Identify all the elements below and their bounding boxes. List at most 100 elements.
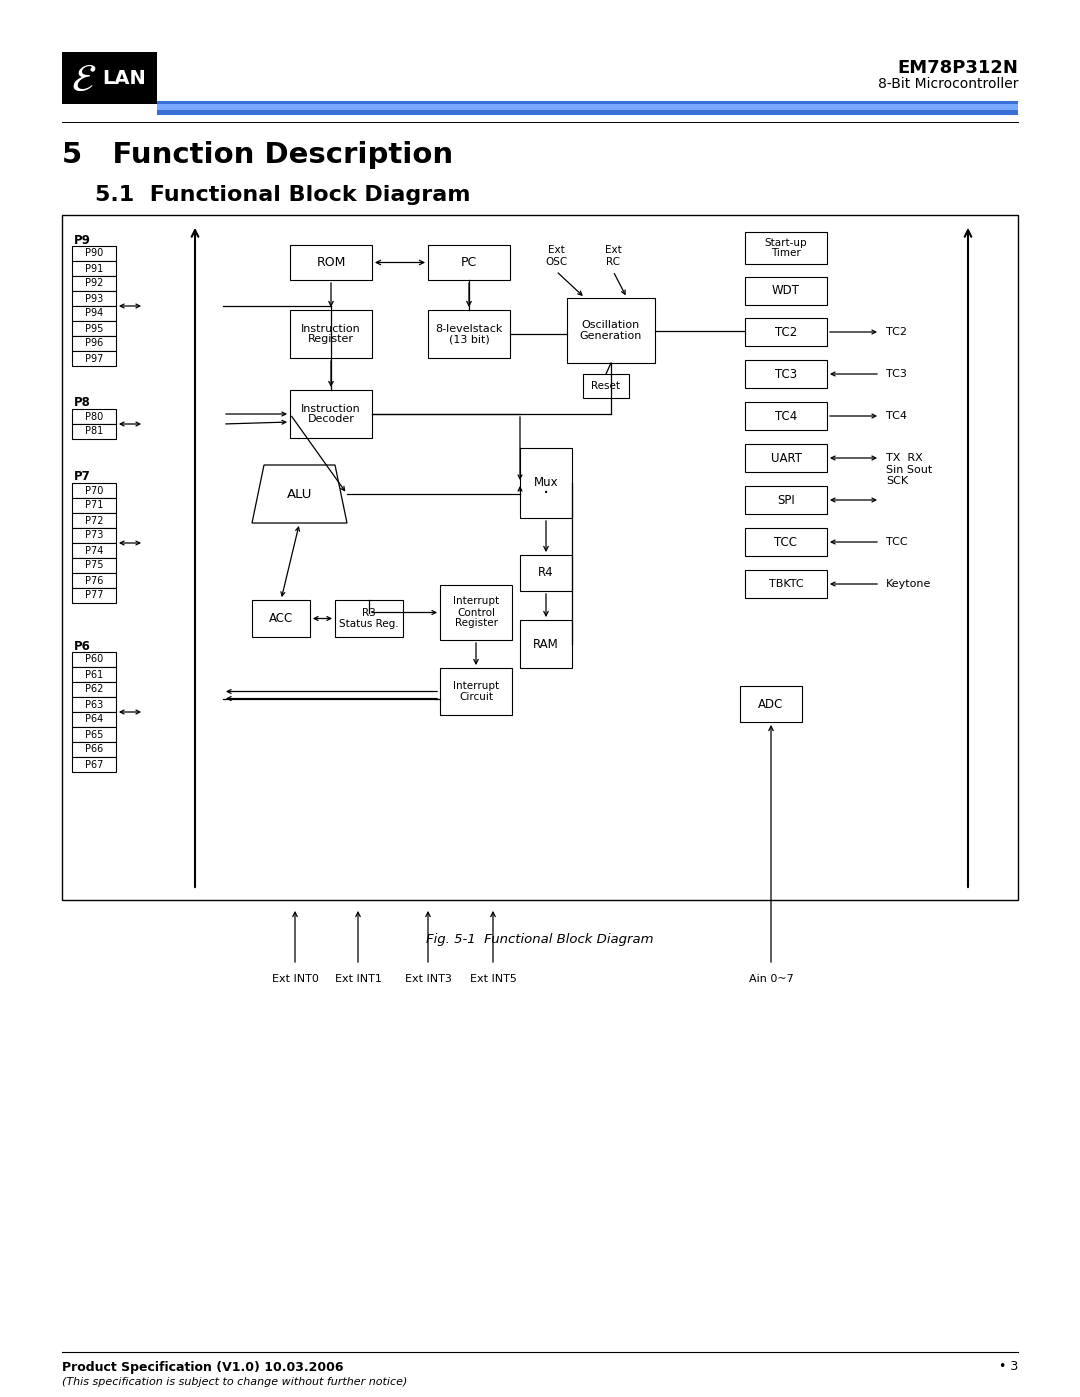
Bar: [519, 555, 572, 591]
Text: TX  RX: TX RX: [886, 453, 922, 462]
Text: Mux: Mux: [534, 476, 558, 489]
Bar: [745, 319, 827, 346]
Bar: [440, 585, 512, 640]
Bar: [745, 402, 827, 430]
Bar: [252, 599, 310, 637]
Text: $\mathcal{E}$: $\mathcal{E}$: [71, 61, 97, 99]
Text: P67: P67: [85, 760, 104, 770]
Bar: [72, 409, 116, 425]
Bar: [291, 310, 372, 358]
Text: P7: P7: [75, 471, 91, 483]
Text: P63: P63: [85, 700, 103, 710]
Polygon shape: [252, 465, 347, 522]
Bar: [72, 291, 116, 306]
Text: ALU: ALU: [287, 488, 312, 500]
Text: ROM: ROM: [316, 256, 346, 270]
Bar: [62, 52, 157, 103]
Text: P74: P74: [85, 545, 104, 556]
Text: P6: P6: [75, 640, 91, 652]
Bar: [567, 298, 654, 363]
Bar: [72, 682, 116, 697]
Text: TCC: TCC: [774, 535, 797, 549]
Text: P65: P65: [85, 729, 104, 739]
Bar: [72, 306, 116, 321]
Text: Product Specification (V1.0) 10.03.2006: Product Specification (V1.0) 10.03.2006: [62, 1361, 343, 1373]
Text: P8: P8: [75, 397, 91, 409]
Text: WDT: WDT: [772, 285, 800, 298]
Text: • 3: • 3: [999, 1361, 1018, 1373]
Bar: [745, 528, 827, 556]
Bar: [157, 101, 1018, 115]
Bar: [72, 742, 116, 757]
Bar: [72, 543, 116, 557]
Bar: [72, 573, 116, 588]
Text: P71: P71: [85, 500, 104, 510]
Text: P9: P9: [75, 233, 91, 246]
Text: P73: P73: [85, 531, 104, 541]
Text: 5.1  Functional Block Diagram: 5.1 Functional Block Diagram: [95, 184, 471, 205]
Text: P77: P77: [84, 591, 104, 601]
Bar: [72, 425, 116, 439]
Bar: [428, 244, 510, 279]
Text: Keytone: Keytone: [886, 578, 931, 590]
Text: Fig. 5-1  Functional Block Diagram: Fig. 5-1 Functional Block Diagram: [427, 933, 653, 947]
Bar: [745, 360, 827, 388]
Bar: [583, 374, 629, 398]
Bar: [291, 390, 372, 439]
Text: P94: P94: [85, 309, 103, 319]
Text: P75: P75: [84, 560, 104, 570]
Text: P92: P92: [85, 278, 104, 289]
Bar: [72, 757, 116, 773]
Bar: [745, 570, 827, 598]
Text: P96: P96: [85, 338, 103, 348]
Text: (13 bit): (13 bit): [448, 334, 489, 345]
Bar: [72, 588, 116, 604]
Text: SPI: SPI: [778, 493, 795, 507]
Text: UART: UART: [770, 451, 801, 464]
Text: RAM: RAM: [534, 637, 558, 651]
Text: P72: P72: [84, 515, 104, 525]
Bar: [745, 486, 827, 514]
Text: Register: Register: [308, 334, 354, 345]
Text: Ext INT3: Ext INT3: [405, 974, 451, 983]
Text: Circuit: Circuit: [459, 692, 492, 703]
Bar: [519, 448, 572, 518]
Text: Reset: Reset: [592, 381, 621, 391]
Text: Generation: Generation: [580, 331, 643, 341]
Text: P70: P70: [85, 486, 104, 496]
Text: P62: P62: [85, 685, 104, 694]
Text: Decoder: Decoder: [308, 415, 354, 425]
Bar: [72, 277, 116, 291]
Text: 8-levelstack: 8-levelstack: [435, 324, 502, 334]
Text: TBKTC: TBKTC: [769, 578, 804, 590]
Text: R3: R3: [362, 608, 376, 617]
Text: 8-Bit Microcontroller: 8-Bit Microcontroller: [877, 77, 1018, 91]
Text: LAN: LAN: [103, 70, 146, 88]
Text: TCC: TCC: [886, 536, 907, 548]
Text: Timer: Timer: [771, 249, 801, 258]
Text: P93: P93: [85, 293, 103, 303]
Text: ACC: ACC: [269, 612, 293, 624]
Text: Instruction: Instruction: [301, 324, 361, 334]
Text: P61: P61: [85, 669, 103, 679]
Bar: [157, 103, 1018, 109]
Text: Ext INT5: Ext INT5: [470, 974, 516, 983]
Text: EM78P312N: EM78P312N: [897, 59, 1018, 77]
Text: Interrupt: Interrupt: [453, 597, 499, 606]
Bar: [62, 215, 1018, 900]
Text: TC2: TC2: [886, 327, 907, 337]
Bar: [72, 726, 116, 742]
Text: Ain 0~7: Ain 0~7: [748, 974, 794, 983]
Text: P80: P80: [85, 412, 103, 422]
Bar: [72, 497, 116, 513]
Bar: [72, 321, 116, 337]
Text: Status Reg.: Status Reg.: [339, 619, 399, 629]
Text: P76: P76: [85, 576, 104, 585]
Text: (This specification is subject to change without further notice): (This specification is subject to change…: [62, 1377, 407, 1387]
Bar: [72, 697, 116, 712]
Bar: [72, 712, 116, 726]
Bar: [72, 483, 116, 497]
Bar: [72, 337, 116, 351]
Text: TC4: TC4: [774, 409, 797, 422]
Text: Control: Control: [457, 608, 495, 617]
